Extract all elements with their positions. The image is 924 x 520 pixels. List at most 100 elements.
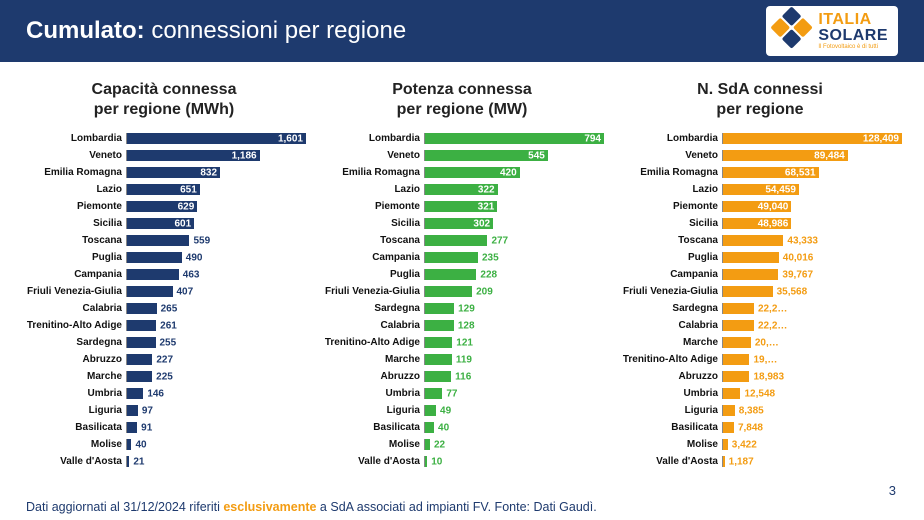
bar-row: Trenitino-Alto Adige261 (22, 317, 306, 334)
bar-value: 7,848 (738, 422, 763, 433)
bar-label: Calabria (320, 320, 424, 331)
bar-row: Liguria49 (320, 402, 604, 419)
bar-track: 3,422 (722, 439, 902, 450)
bar-fill (425, 320, 454, 331)
bar-label: Marche (320, 354, 424, 365)
bar-list: Lombardia794Veneto545Emilia Romagna420La… (320, 130, 604, 470)
footer-note: Dati aggiornati al 31/12/2024 riferiti e… (26, 500, 898, 514)
bar-fill: 420 (425, 167, 520, 178)
bar-value: 559 (193, 235, 210, 246)
bar-fill (127, 354, 152, 365)
bar-track: 49 (424, 405, 604, 416)
bar-row: Liguria97 (22, 402, 306, 419)
logo: ITALIA SOLARE Il Fotovoltaico è di tutti (766, 6, 898, 56)
bar-label: Piemonte (320, 201, 424, 212)
bar-label: Veneto (618, 150, 722, 161)
bar-fill (723, 405, 735, 416)
bar-label: Basilicata (320, 422, 424, 433)
bar-row: Campania463 (22, 266, 306, 283)
bar-fill: 1,186 (127, 150, 260, 161)
bar-label: Lombardia (618, 133, 722, 144)
bar-track: 146 (126, 388, 306, 399)
chart-title: Capacità connessa per regione (MWh) (22, 80, 306, 120)
bar-track: 1,187 (722, 456, 902, 467)
bar-fill (127, 456, 129, 467)
bar-row: Basilicata40 (320, 419, 604, 436)
bar-label: Umbria (320, 388, 424, 399)
bar-track: 225 (126, 371, 306, 382)
bar-track: 89,484 (722, 150, 902, 161)
bar-label: Veneto (22, 150, 126, 161)
bar-value: 3,422 (732, 439, 757, 450)
bar-value: 116 (455, 371, 471, 382)
bar-track: 7,848 (722, 422, 902, 433)
bar-label: Friuli Venezia-Giulia (22, 286, 126, 297)
bar-row: Toscana43,333 (618, 232, 902, 249)
bar-fill (425, 354, 452, 365)
bar-list: Lombardia1,601Veneto1,186Emilia Romagna8… (22, 130, 306, 470)
bar-row: Abruzzo 116 (320, 368, 604, 385)
bar-row: Calabria22,2… (618, 317, 902, 334)
bar-track: 68,531 (722, 167, 902, 178)
bar-label: Piemonte (22, 201, 126, 212)
bar-label: Emilia Romagna (320, 167, 424, 178)
bar-value: 39,767 (782, 269, 813, 280)
bar-row: Trenitino-Alto Adige121 (320, 334, 604, 351)
bar-value: 91 (141, 422, 152, 433)
bar-fill: 321 (425, 201, 497, 212)
bar-track: 545 (424, 150, 604, 161)
bar-fill (425, 371, 451, 382)
slide-title-bold: Cumulato: (26, 17, 145, 44)
bar-value: 22,2… (758, 303, 787, 314)
bar-row: Veneto 89,484 (618, 147, 902, 164)
bar-row: Emilia Romagna420 (320, 164, 604, 181)
bar-row: Sicilia601 (22, 215, 306, 232)
bar-label: Sicilia (22, 218, 126, 229)
bar-value: 43,333 (787, 235, 818, 246)
bar-row: Lazio651 (22, 181, 306, 198)
bar-value: 68,531 (785, 167, 816, 178)
bar-value: 128,409 (863, 133, 899, 144)
bar-track: 255 (126, 337, 306, 348)
bar-fill (127, 303, 157, 314)
bar-value: 22 (434, 439, 445, 450)
bar-fill: 651 (127, 184, 200, 195)
slide-title: Cumulato: connessioni per regione (26, 17, 406, 45)
bar-track: 97 (126, 405, 306, 416)
bar-fill: 601 (127, 218, 194, 229)
bar-label: Abruzzo (320, 371, 424, 382)
bar-value: 89,484 (814, 150, 845, 161)
bar-track: 48,986 (722, 218, 902, 229)
bar-track: 128 (424, 320, 604, 331)
bar-label: Trenitino-Alto Adige (320, 337, 424, 348)
bar-list: Lombardia128,409Veneto89,484Emilia Romag… (618, 130, 902, 470)
bar-label: Toscana (320, 235, 424, 246)
bar-track: 22 (424, 439, 604, 450)
bar-fill (425, 388, 442, 399)
bar-value: 12,548 (744, 388, 775, 399)
bar-value: 225 (156, 371, 173, 382)
bar-label: Campania (618, 269, 722, 280)
bar-value: 35,568 (777, 286, 808, 297)
bar-track: 40 (126, 439, 306, 450)
bar-row: Campania 39,767 (618, 266, 902, 283)
bar-fill (127, 286, 173, 297)
bar-row: Emilia Romagna832 (22, 164, 306, 181)
bar-track: 321 (424, 201, 604, 212)
bar-track: 22,2… (722, 320, 902, 331)
bar-track: 43,333 (722, 235, 902, 246)
bar-fill: 1,601 (127, 133, 306, 144)
bar-label: Lazio (22, 184, 126, 195)
bar-track: 40,016 (722, 252, 902, 263)
bar-fill (127, 371, 152, 382)
charts-container: Capacità connessa per regione (MWh) Lomba… (0, 62, 924, 470)
bar-label: Sardegna (320, 303, 424, 314)
bar-track: 10 (424, 456, 604, 467)
bar-track: 601 (126, 218, 306, 229)
bar-label: Calabria (618, 320, 722, 331)
slide-header: Cumulato: connessioni per regione ITALIA… (0, 0, 924, 62)
bar-value: 265 (161, 303, 178, 314)
bar-value: 227 (156, 354, 173, 365)
bar-row: Lazio322 (320, 181, 604, 198)
bar-track: 265 (126, 303, 306, 314)
